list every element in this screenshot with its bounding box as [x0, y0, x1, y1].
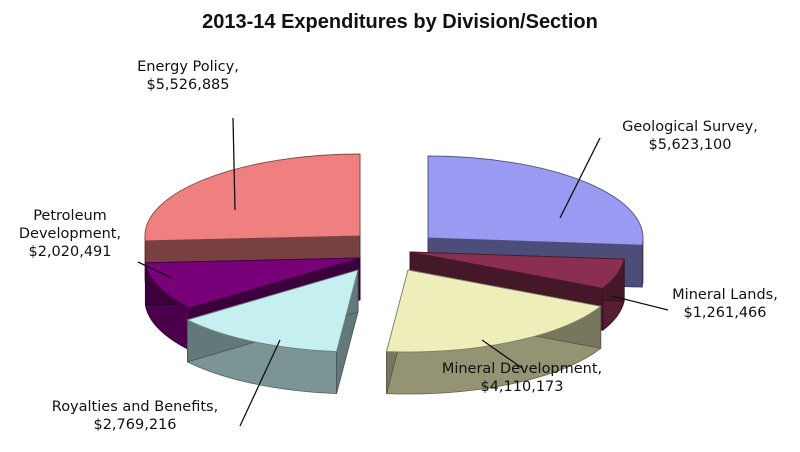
slice-label-line: $2,020,491: [28, 244, 111, 260]
slice-label-energy-policy: Energy Policy, $5,526,885: [137, 59, 239, 93]
pie-slice-top: [385, 269, 602, 353]
slice-labels: Geological Survey, $5,623,100 Mineral Land…: [19, 59, 778, 433]
pie-slices: [144, 153, 644, 395]
slice-label-line: Mineral Lands,: [672, 287, 778, 303]
slice-label-mineral-development: Mineral Development, $4,110,173: [442, 361, 602, 395]
leader-line-mineral-development: [481, 339, 523, 369]
slice-label-line: $2,769,216: [93, 417, 176, 433]
pie-slice-top: [186, 269, 359, 353]
pie-slice-top: [427, 155, 644, 246]
slice-label-line: Mineral Development,: [442, 361, 602, 377]
slice-label-mineral-lands: Mineral Lands, $1,261,466: [672, 287, 778, 321]
chart-title: 2013-14 Expenditures by Division/Section: [202, 11, 598, 33]
pie-slice-mineral-development: [385, 269, 602, 395]
slice-label-line: Petroleum: [33, 208, 107, 224]
leader-line-petroleum-development: [137, 261, 173, 279]
leader-line-energy-policy: [232, 117, 236, 211]
slice-label-line: $1,261,466: [683, 305, 766, 321]
slice-label-royalties-and-benefits: Royalties and Benefits, $2,769,216: [52, 399, 218, 433]
leader-line-mineral-lands: [611, 295, 669, 311]
slice-label-line: Geological Survey,: [622, 119, 758, 135]
slice-label-line: Royalties and Benefits,: [52, 399, 218, 415]
slice-label-line: Development,: [19, 226, 121, 242]
slice-label-line: Energy Policy,: [137, 59, 239, 75]
leader-line-geological-survey: [559, 137, 601, 219]
slice-label-line: $5,623,100: [648, 137, 731, 153]
pie-slice-royalties-and-benefits: [186, 269, 359, 395]
pie-slice-top: [409, 251, 625, 289]
pie-slice-top: [144, 153, 361, 242]
slice-label-line: $4,110,173: [480, 379, 563, 395]
slice-label-geological-survey: Geological Survey, $5,623,100: [622, 119, 758, 153]
slice-label-line: $5,526,885: [146, 77, 229, 93]
slice-label-petroleum-development: Petroleum Development, $2,020,491: [19, 208, 121, 260]
leader-line-royalties-and-benefits: [239, 339, 281, 427]
